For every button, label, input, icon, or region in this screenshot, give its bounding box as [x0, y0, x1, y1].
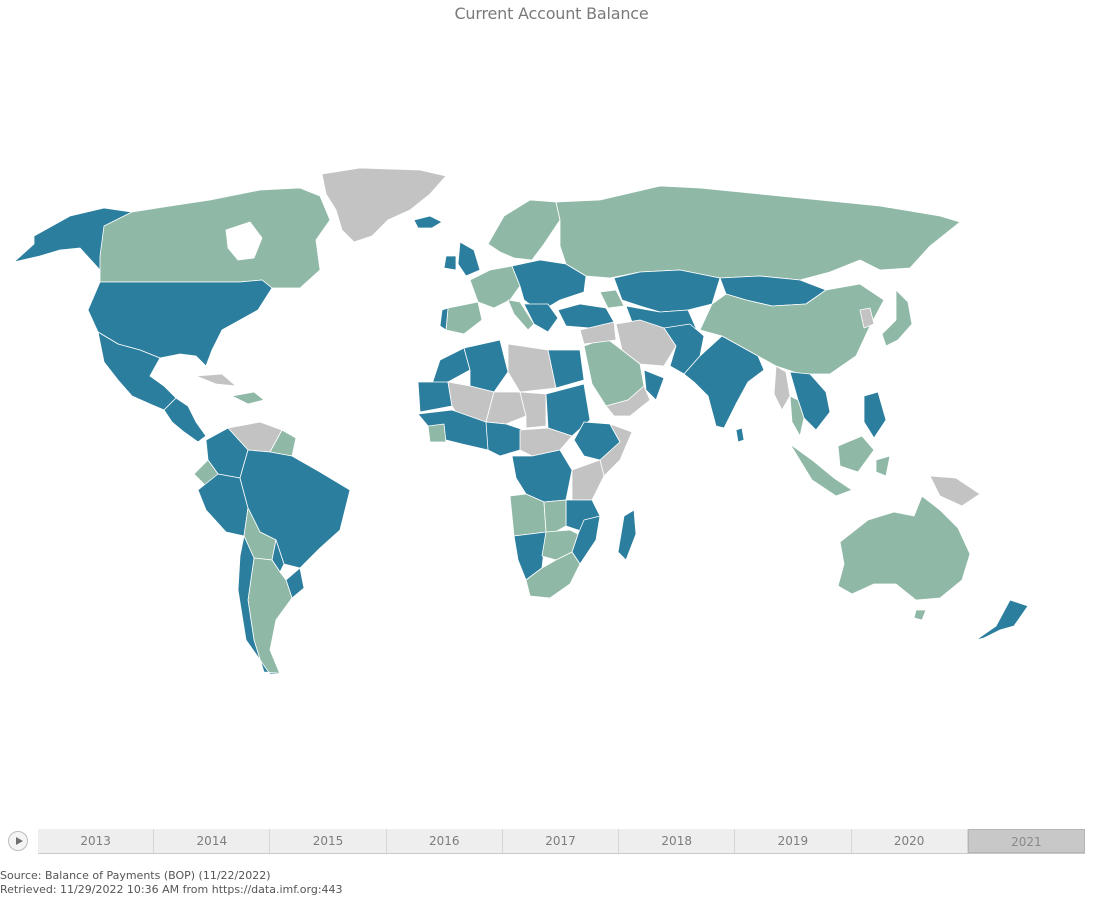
region-borneo[interactable] [837, 435, 875, 473]
region-spain[interactable] [445, 301, 483, 335]
region-central-america[interactable] [163, 397, 207, 443]
year-tab-2021[interactable]: 2021 [967, 829, 1085, 853]
region-india[interactable] [683, 335, 765, 429]
region-nigeria[interactable] [485, 421, 525, 457]
world-map [13, 167, 1029, 675]
timeline-bar: 2013 2014 2015 2016 2017 2018 2019 2020 … [6, 829, 1086, 854]
region-kenya[interactable] [571, 459, 605, 501]
region-indonesia[interactable] [789, 443, 853, 497]
region-australia[interactable] [837, 495, 971, 601]
region-ivory-coast[interactable] [427, 423, 447, 443]
region-hudson-bay [225, 221, 263, 261]
year-tab-2019[interactable]: 2019 [735, 829, 852, 853]
region-caribbean[interactable] [231, 391, 265, 405]
region-chile[interactable] [237, 535, 289, 675]
region-iceland[interactable] [413, 215, 443, 229]
chart-title: Current Account Balance [454, 4, 649, 23]
region-niger[interactable] [485, 391, 527, 425]
region-papua[interactable] [929, 475, 981, 507]
region-canada[interactable] [99, 187, 331, 289]
region-ireland[interactable] [443, 255, 457, 271]
region-malaysia-thailand[interactable] [789, 395, 805, 437]
region-tasmania[interactable] [913, 609, 927, 621]
region-uk[interactable] [457, 241, 481, 277]
play-icon [16, 837, 23, 845]
year-tab-2013[interactable]: 2013 [38, 829, 155, 853]
region-algeria[interactable] [463, 339, 509, 393]
region-scandinavia[interactable] [487, 199, 561, 261]
retrieved-line: Retrieved: 11/29/2022 10:36 AM from http… [0, 883, 343, 896]
source-line: Source: Balance of Payments (BOP) (11/22… [0, 869, 271, 882]
region-angola[interactable] [509, 493, 547, 537]
region-kazakhstan[interactable] [613, 269, 721, 313]
region-caucasus[interactable] [599, 289, 625, 309]
region-greenland[interactable] [321, 167, 447, 243]
region-drc[interactable] [511, 449, 573, 503]
year-tab-2018[interactable]: 2018 [619, 829, 736, 853]
region-new-zealand[interactable] [975, 599, 1029, 641]
region-libya[interactable] [507, 343, 557, 393]
play-button[interactable] [8, 831, 28, 851]
region-south-africa[interactable] [525, 551, 581, 599]
region-korea[interactable] [859, 307, 875, 329]
year-tab-2014[interactable]: 2014 [154, 829, 271, 853]
region-russia[interactable] [555, 185, 961, 281]
region-chad[interactable] [519, 391, 547, 429]
region-iraq-syria[interactable] [579, 321, 617, 345]
region-madagascar[interactable] [617, 509, 637, 561]
year-tab-2020[interactable]: 2020 [852, 829, 968, 853]
region-argentina[interactable] [247, 557, 293, 675]
region-sri-lanka[interactable] [735, 427, 745, 443]
source-note: Source: Balance of Payments (BOP) (11/22… [0, 869, 343, 897]
region-egypt[interactable] [547, 349, 585, 389]
region-western-europe[interactable] [469, 265, 521, 309]
region-oman[interactable] [643, 369, 665, 401]
region-sulawesi[interactable] [875, 455, 891, 477]
region-morocco[interactable] [431, 347, 471, 385]
region-alaska[interactable] [13, 207, 133, 271]
region-myanmar[interactable] [773, 365, 791, 411]
region-balkans[interactable] [523, 303, 559, 333]
year-tab-2016[interactable]: 2016 [387, 829, 503, 853]
year-list: 2013 2014 2015 2016 2017 2018 2019 2020 … [38, 829, 1085, 854]
region-cuba[interactable] [195, 373, 237, 387]
region-italy[interactable] [507, 299, 535, 331]
region-portugal[interactable] [439, 307, 449, 331]
region-eastern-europe[interactable] [511, 259, 587, 313]
region-japan[interactable] [881, 289, 913, 347]
region-mauritania[interactable] [417, 381, 453, 413]
region-philippines[interactable] [863, 391, 887, 439]
year-tab-2015[interactable]: 2015 [270, 829, 387, 853]
region-yemen[interactable] [605, 385, 651, 417]
year-tab-2017[interactable]: 2017 [503, 829, 620, 853]
